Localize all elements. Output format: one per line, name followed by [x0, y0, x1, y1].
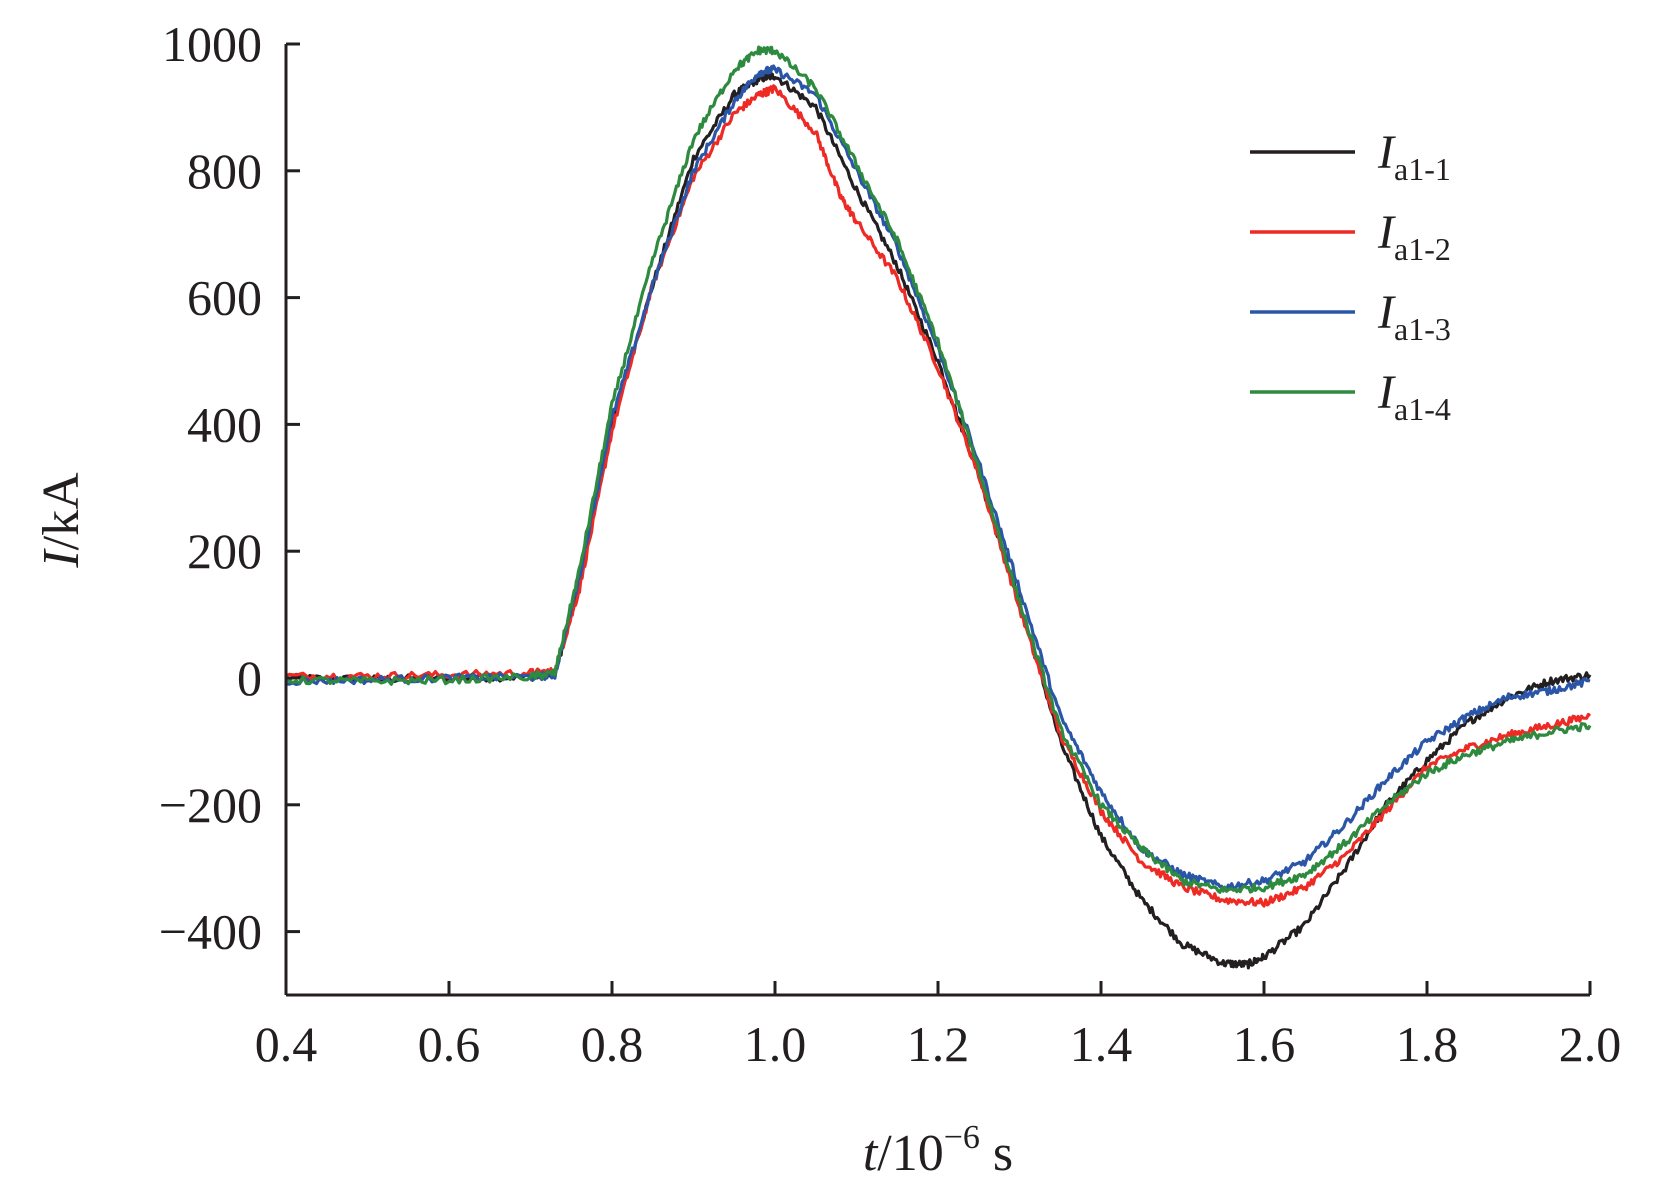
y-tick-label: −400: [159, 904, 262, 960]
series-line-a1-2: [285, 84, 1592, 908]
y-tick-label: −200: [159, 777, 262, 833]
x-tick-label: 0.4: [255, 1016, 318, 1072]
series-line-a1-4: [285, 45, 1592, 894]
x-tick-label: 1.0: [744, 1016, 807, 1072]
x-tick-label: 0.6: [418, 1016, 481, 1072]
series-lines: [285, 45, 1592, 970]
y-axis-label: I/kA: [33, 472, 90, 569]
x-ticks: 0.4 0.6 0.8 1.0 1.2 1.4 1.6 1.8 2.0: [255, 981, 1622, 1072]
legend-label: Ia1-1: [1377, 126, 1451, 187]
legend-label: Ia1-4: [1377, 366, 1451, 427]
y-tick-label: 800: [187, 143, 262, 199]
x-tick-label: 1.2: [907, 1016, 970, 1072]
y-ticks: 1000 800 600 400 200 0 −200 −400: [159, 16, 300, 960]
x-tick-label: 2.0: [1559, 1016, 1622, 1072]
y-tick-label: 600: [187, 270, 262, 326]
y-tick-label: 200: [187, 523, 262, 579]
x-tick-label: 1.6: [1233, 1016, 1296, 1072]
legend-label: Ia1-2: [1377, 206, 1451, 267]
series-line-a1-1: [285, 72, 1592, 970]
legend: Ia1-1 Ia1-2 Ia1-3 Ia1-4: [1250, 126, 1451, 427]
x-tick-label: 1.8: [1396, 1016, 1459, 1072]
legend-label: Ia1-3: [1377, 286, 1451, 347]
x-axis-label: t/10−6 s: [863, 1119, 1013, 1182]
y-tick-label: 1000: [162, 16, 262, 72]
y-tick-label: 0: [237, 650, 262, 706]
series-line-a1-3: [285, 64, 1591, 892]
x-tick-label: 0.8: [581, 1016, 644, 1072]
y-tick-label: 400: [187, 396, 262, 452]
x-tick-label: 1.4: [1070, 1016, 1133, 1072]
